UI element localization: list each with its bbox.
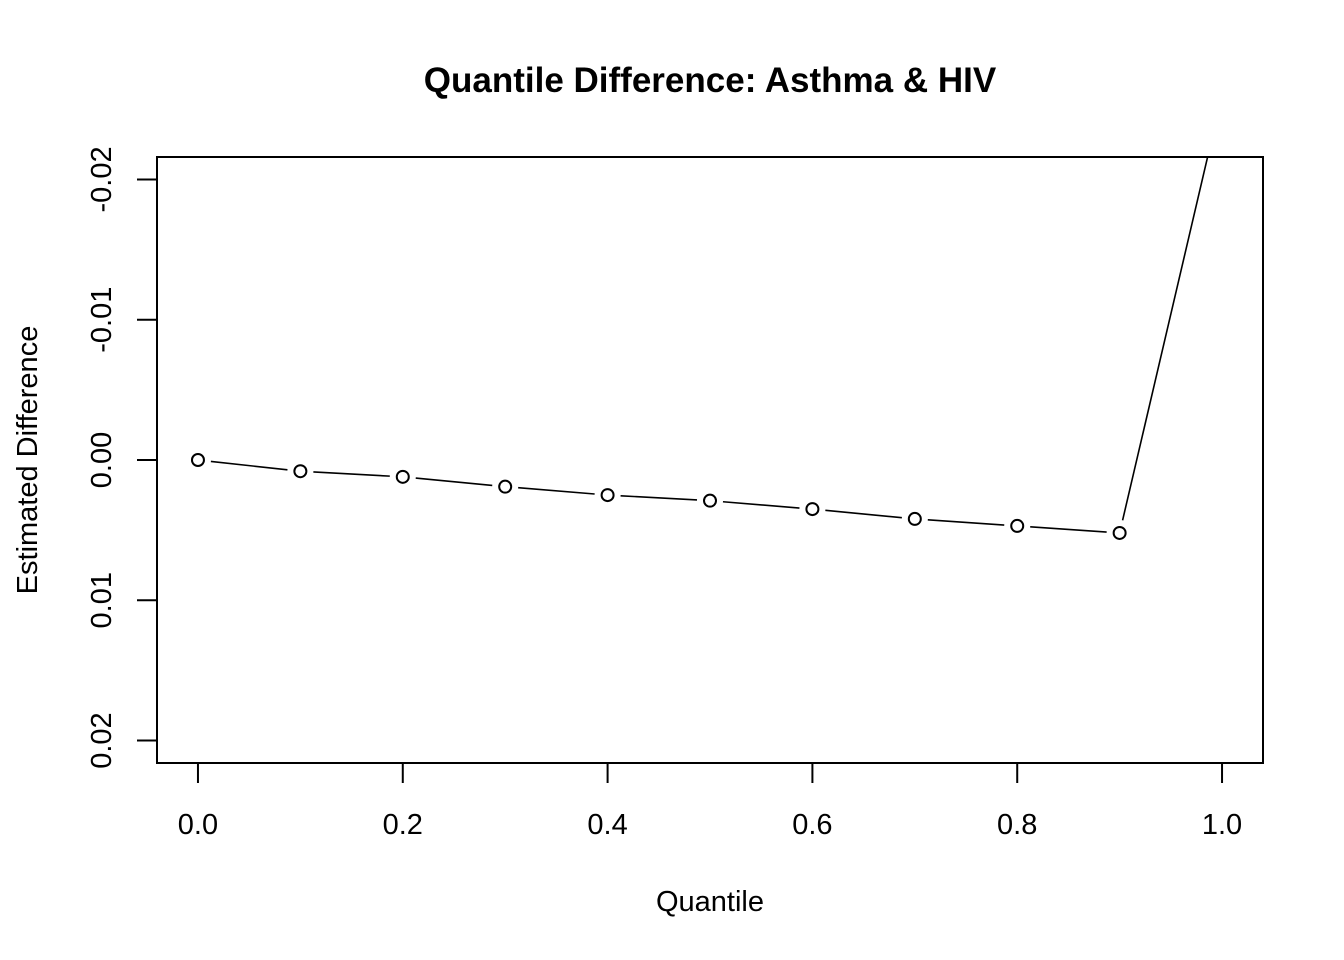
y-axis-label: Estimated Difference [12, 326, 44, 595]
y-tick-label: -0.02 [86, 146, 118, 212]
data-point [190, 453, 205, 467]
data-point [498, 479, 513, 494]
data-point [703, 493, 717, 508]
series-segment [620, 494, 698, 501]
y-tick-label: 0.01 [86, 572, 118, 628]
data-point [293, 464, 308, 479]
series-segment [927, 519, 1005, 526]
series-segment [210, 460, 288, 471]
x-axis: 0.0 0.2 0.4 0.6 0.8 1.0 [178, 762, 1242, 841]
series-segment [825, 509, 902, 519]
data-point [1010, 518, 1025, 533]
data-point [1112, 525, 1127, 540]
y-tick-label: 0.00 [86, 432, 118, 488]
chart-title: Quantile Difference: Asthma & HIV [424, 61, 997, 100]
x-axis-label: Quantile [656, 886, 764, 918]
series-segment [1030, 526, 1107, 533]
x-tick-label: 0.6 [792, 809, 832, 841]
series-segment [313, 471, 390, 477]
y-tick-label: 0.02 [86, 712, 118, 768]
y-tick-label: -0.01 [86, 287, 118, 353]
x-tick-label: 0.8 [997, 809, 1037, 841]
x-tick-label: 0.2 [383, 809, 423, 841]
x-tick-label: 1.0 [1202, 809, 1242, 841]
data-point [395, 469, 410, 484]
y-axis: -0.02 -0.01 0.00 0.01 0.02 [86, 146, 158, 769]
x-tick-label: 0.0 [178, 809, 218, 841]
plot-frame [156, 156, 1264, 764]
series-segment [1121, 157, 1209, 521]
series-segment [415, 477, 493, 487]
data-point [600, 488, 615, 503]
series-segment [722, 500, 800, 509]
series-segment [518, 486, 595, 495]
x-tick-label: 0.4 [587, 809, 627, 841]
data-point [805, 502, 820, 517]
series-layer [190, 157, 1209, 540]
data-point [907, 511, 922, 526]
